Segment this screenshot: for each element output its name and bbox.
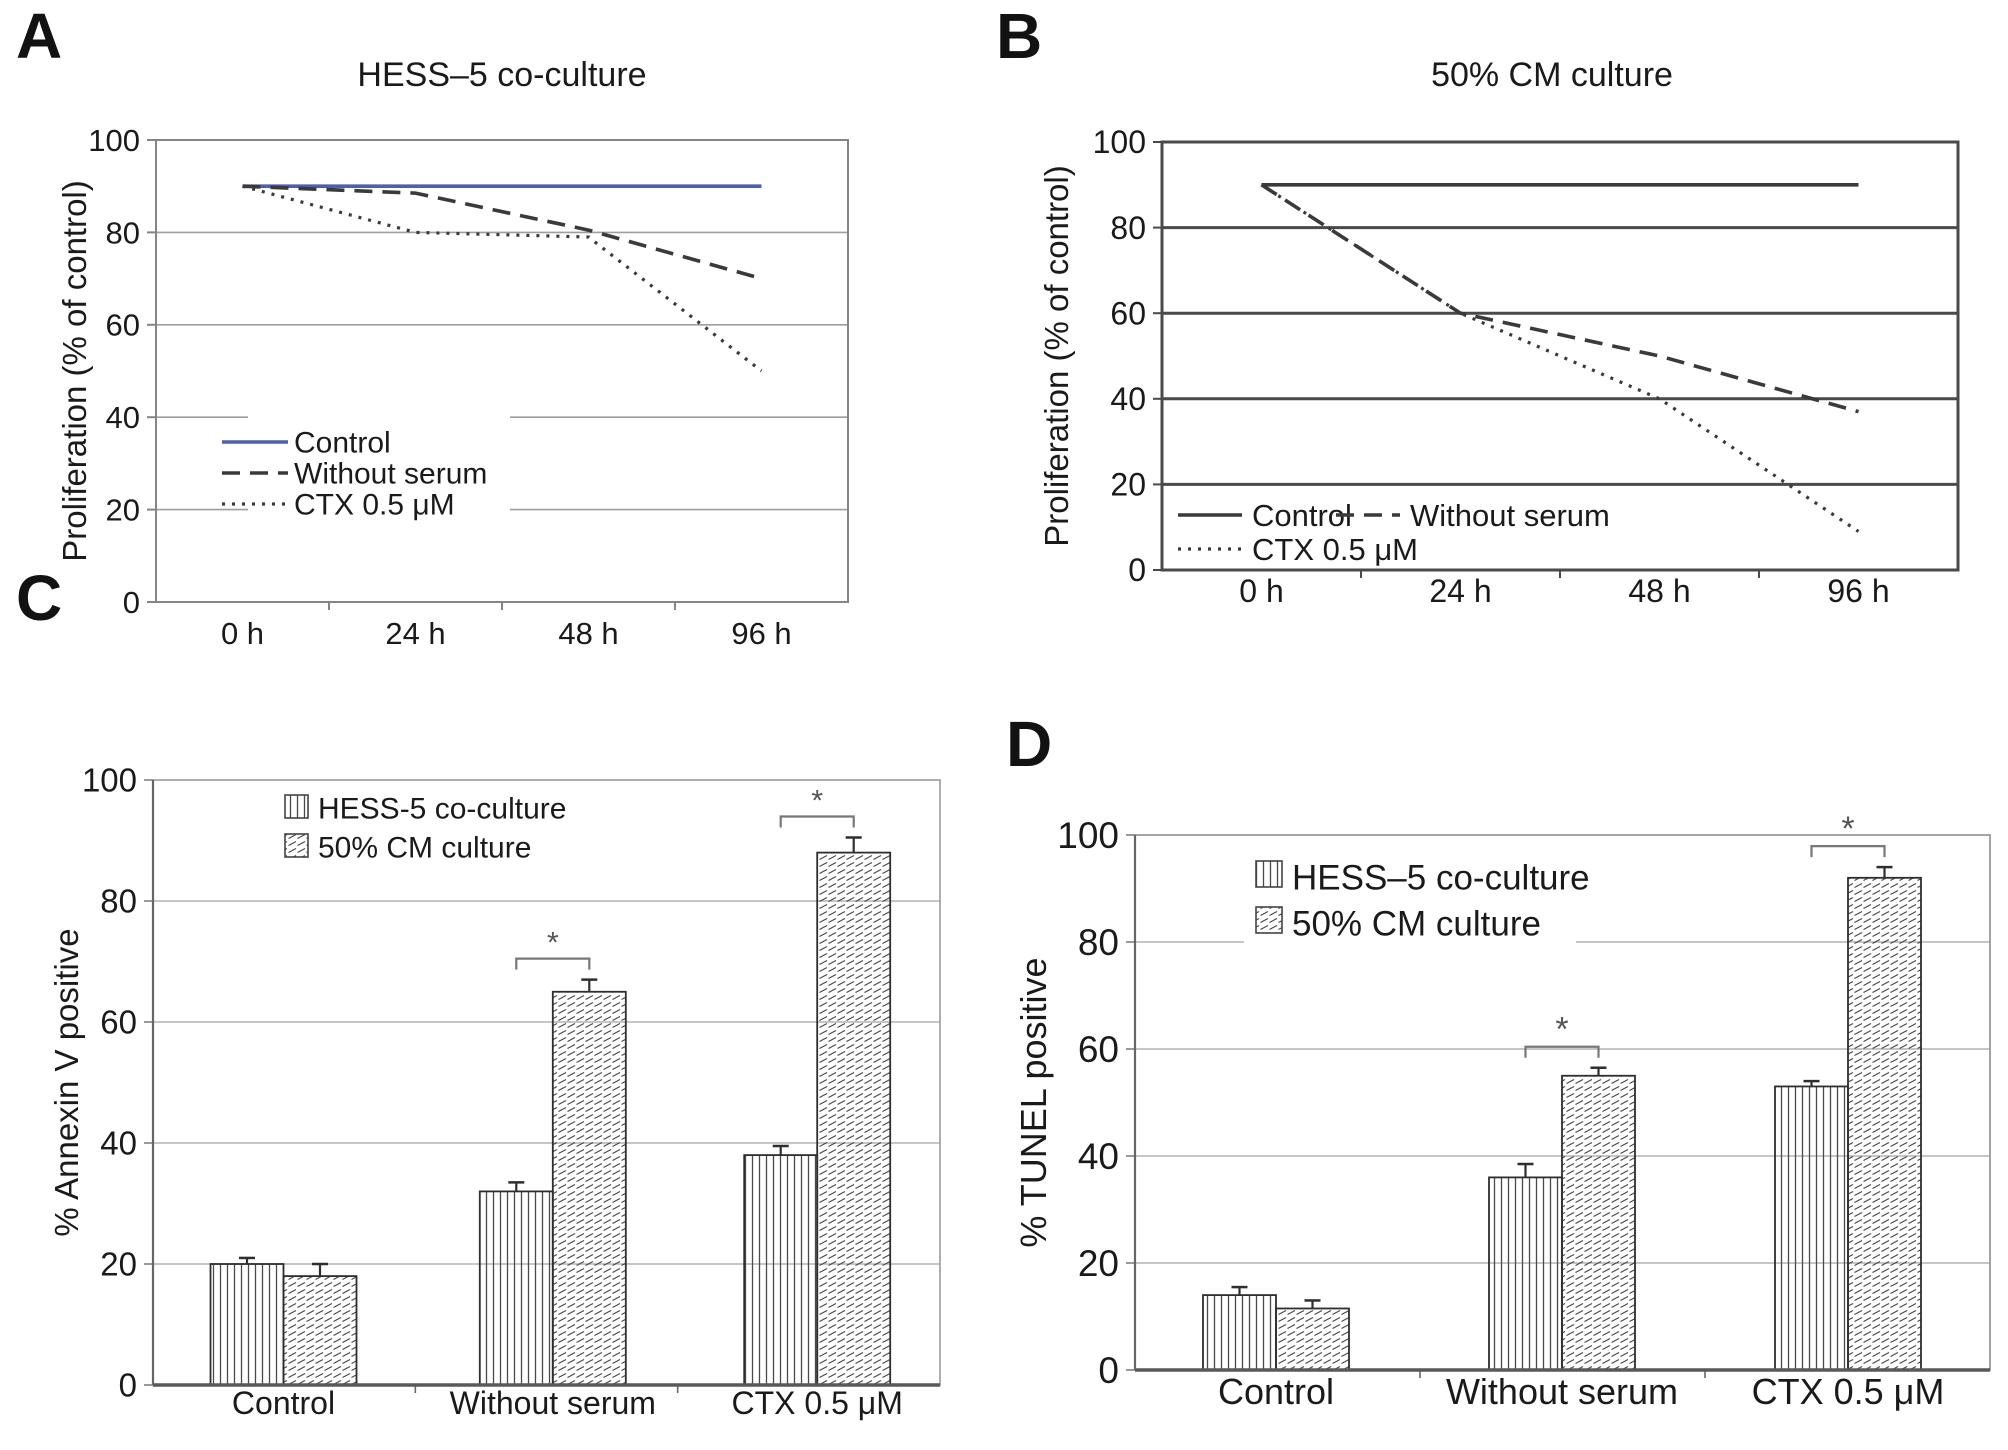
x-tick-label: 96 h [731,616,791,651]
y-tick-label: 20 [100,1246,137,1283]
significance-asterisk: * [1841,810,1854,848]
x-tick-label: 0 h [221,616,264,651]
y-tick-label: 40 [1078,1136,1119,1177]
y-tick-label: 100 [82,762,137,799]
y-tick-label: 60 [1078,1029,1119,1070]
y-tick-label: 100 [88,123,140,158]
x-tick-label: 0 h [1239,573,1283,609]
legend-background [248,404,510,518]
significance-bracket [1524,1045,1600,1058]
x-category-label: Control [1218,1371,1334,1412]
series-line-without-serum [242,184,762,281]
panel-d: 0 20 40 60 80 100 Control Without serum CTX 0.5 … [1013,810,1991,1412]
y-axis-title: % TUNEL positive [1013,957,1054,1247]
y-tick-label: 40 [106,400,140,435]
y-tick-label: 100 [1093,124,1146,160]
legend-label: CTX 0.5 μM [1252,532,1418,567]
x-category-label: Control [232,1385,335,1421]
y-axis-title: Proliferation (% of control) [1038,165,1075,546]
legend-label: Without serum [1410,498,1610,533]
y-tick-label: 40 [1110,381,1146,417]
bar-hess-5-co-culture [478,1190,554,1386]
y-tick-label: 60 [106,308,140,343]
plot-frame [155,139,849,603]
y-axis-title: Proliferation (% of control) [56,180,93,561]
y-tick-label: 20 [1110,467,1146,503]
panel-letter-c: C [16,562,63,634]
bar-hess-5-co-culture [1202,1294,1277,1371]
x-category-label: Without serum [1446,1371,1678,1412]
bar-hess-5-co-culture [1774,1085,1849,1371]
legend-swatch [1255,860,1283,888]
panel-letter-a: A [16,0,63,72]
legend-swatch [284,833,309,858]
legend-label: 50% CM culture [1292,904,1541,943]
legend-swatch [284,794,309,819]
x-category-label: CTX 0.5 μM [1752,1371,1945,1412]
bar-hess-5-co-culture [1488,1176,1563,1371]
significance-asterisk: * [811,784,823,817]
series-line-ctx-0-5-m [1260,183,1860,533]
y-tick-label: 100 [1057,815,1119,856]
legend-label: Control [1252,498,1352,533]
legend-swatch [1255,906,1283,934]
x-category-label: Without serum [450,1385,656,1421]
legend-label: 50% CM culture [318,832,531,865]
legend-label: Without serum [294,458,487,491]
significance-asterisk: * [547,927,559,960]
legend-background [1244,856,1576,954]
significance-bracket [1810,845,1886,858]
y-tick-label: 0 [1098,1350,1119,1391]
panel-title: 50% CM culture [1431,56,1673,94]
panel-c: 0 20 40 60 80 100 Control Without serum CTX 0.5 … [48,762,941,1421]
panel-letter-b: B [996,0,1043,72]
y-tick-label: 60 [100,1004,137,1041]
legend-label: HESS-5 co-culture [318,793,566,826]
y-tick-label: 0 [1128,552,1146,588]
x-category-label: CTX 0.5 μM [732,1385,903,1421]
significance-bracket [515,957,591,970]
bar-hess-5-co-culture [743,1154,819,1386]
y-tick-label: 80 [106,215,140,250]
bar-50-cm-culture [1561,1074,1636,1371]
series-line-ctx-0-5-m [242,184,763,373]
y-tick-label: 20 [1078,1243,1119,1284]
legend-label: CTX 0.5 μM [294,489,455,522]
bar-50-cm-culture [282,1275,358,1386]
x-tick-label: 96 h [1827,573,1889,609]
series-line-without-serum [1260,183,1859,414]
y-tick-label: 0 [123,585,140,620]
bar-50-cm-culture [551,990,627,1386]
y-tick-label: 0 [119,1367,137,1404]
x-tick-label: 48 h [558,616,618,651]
x-tick-label: 24 h [385,616,445,651]
bar-50-cm-culture [816,851,892,1386]
y-tick-label: 80 [100,883,137,920]
panel-letter-d: D [1006,708,1053,780]
bar-hess-5-co-culture [209,1263,285,1386]
y-tick-label: 60 [1110,295,1146,331]
x-tick-label: 24 h [1429,573,1491,609]
legend-label: HESS–5 co-culture [1292,858,1590,897]
y-tick-label: 80 [1078,922,1119,963]
bar-50-cm-culture [1275,1307,1350,1371]
y-tick-label: 40 [100,1125,137,1162]
bar-50-cm-culture [1847,876,1922,1371]
y-tick-label: 20 [106,492,140,527]
y-tick-label: 80 [1110,210,1146,246]
significance-asterisk: * [1555,1011,1568,1049]
x-tick-label: 48 h [1628,573,1690,609]
legend-label: Control [294,427,391,460]
significance-bracket [779,815,855,828]
y-axis-title: % Annexin V positive [48,928,85,1236]
panel-title: HESS–5 co-culture [357,56,646,94]
